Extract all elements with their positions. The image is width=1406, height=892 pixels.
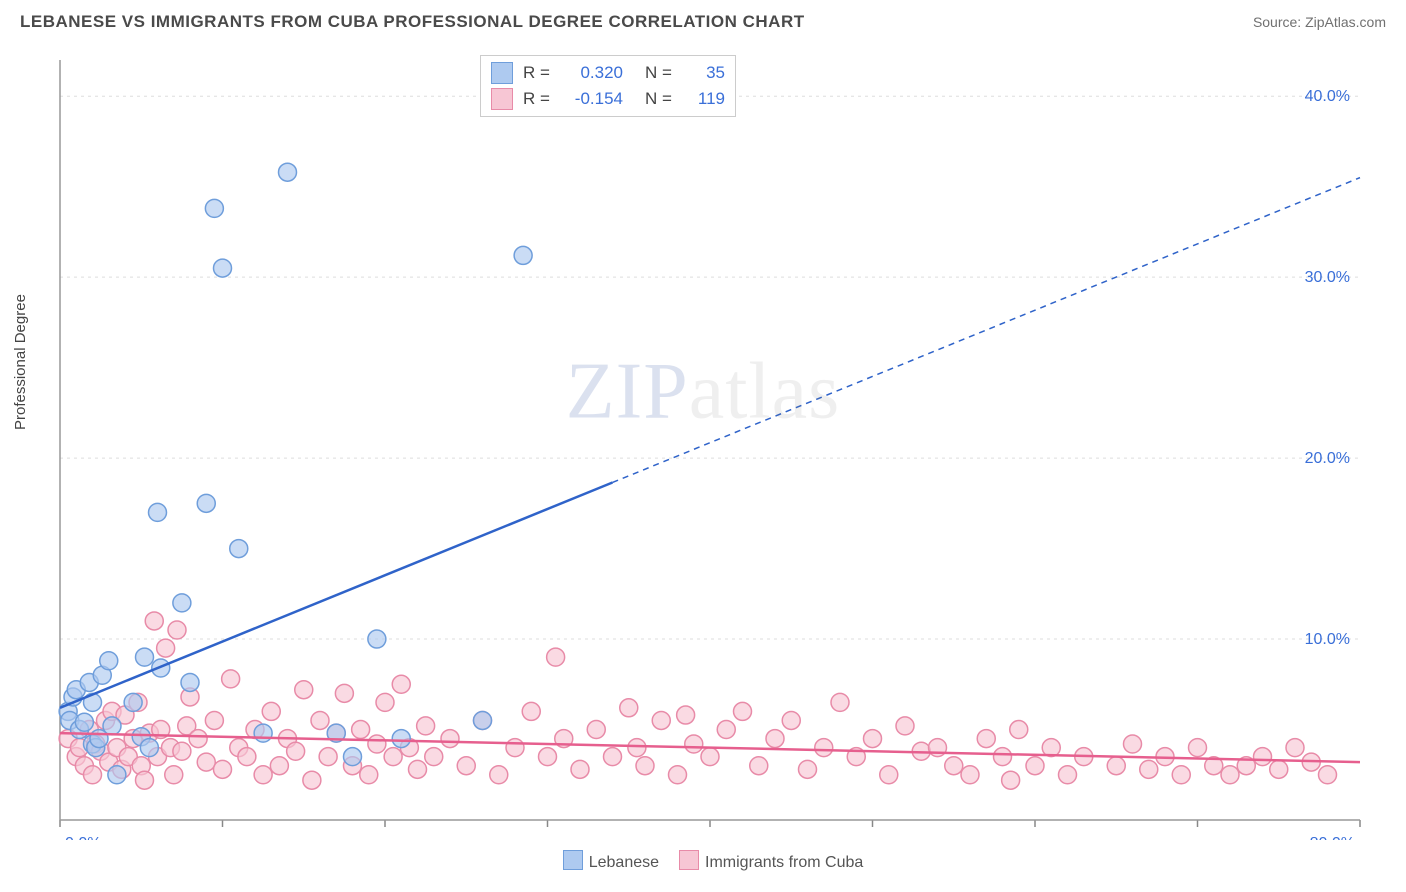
legend-label: Lebanese [589, 854, 659, 871]
chart-area: 10.0% 20.0% 30.0% 40.0% 0.0% 80.0% [50, 50, 1380, 840]
legend-label: Immigrants from Cuba [705, 854, 863, 871]
correlation-row: R =0.320N =35 [491, 60, 725, 86]
chart-title: LEBANESE VS IMMIGRANTS FROM CUBA PROFESS… [20, 12, 805, 32]
correlation-row: R =-0.154N =119 [491, 86, 725, 112]
legend: Lebanese Immigrants from Cuba [0, 850, 1406, 872]
svg-text:10.0%: 10.0% [1305, 631, 1350, 648]
source-label: Source: ZipAtlas.com [1253, 14, 1386, 30]
legend-swatch [563, 850, 583, 870]
svg-text:0.0%: 0.0% [65, 835, 101, 840]
legend-swatch [679, 850, 699, 870]
scatter-chart: 10.0% 20.0% 30.0% 40.0% 0.0% 80.0% [50, 50, 1380, 840]
svg-text:80.0%: 80.0% [1310, 835, 1355, 840]
svg-text:20.0%: 20.0% [1305, 450, 1350, 467]
svg-text:30.0%: 30.0% [1305, 269, 1350, 286]
correlation-box: R =0.320N =35R =-0.154N =119 [480, 55, 736, 117]
y-axis-label: Professional Degree [12, 294, 29, 430]
svg-text:40.0%: 40.0% [1305, 88, 1350, 105]
